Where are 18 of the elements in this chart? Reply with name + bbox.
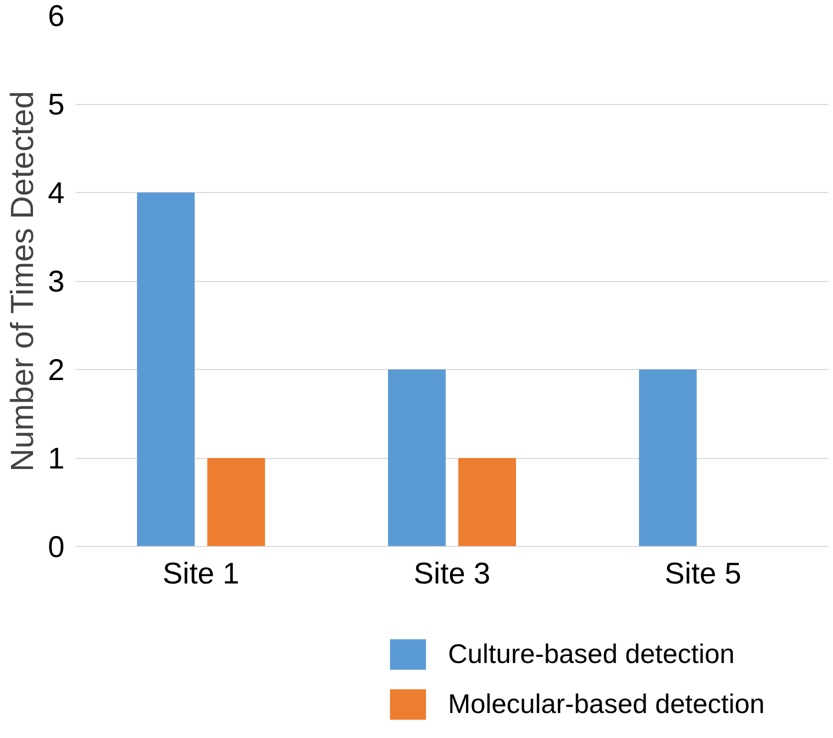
x-tick-label: Site 1 [162,558,240,590]
y-tick-label: 3 [48,266,65,298]
y-axis-title: Number of Times Detected [4,90,40,472]
x-tick-label: Site 5 [664,558,742,590]
bar [458,458,516,546]
y-tick-label: 5 [48,88,65,122]
x-tick-label: Site 3 [414,558,490,590]
y-tick-label: 2 [48,354,65,387]
y-tick-label: 0 [48,531,65,564]
bar [207,458,266,546]
legend-label: Molecular-based detection [448,688,765,720]
bar [388,370,446,546]
y-tick-label: 6 [48,0,65,33]
legend-label: Culture-based detection [448,638,735,670]
bar [638,370,697,546]
bar [136,192,195,546]
y-tick-label: 4 [48,177,65,210]
y-tick-label: 1 [48,442,65,476]
